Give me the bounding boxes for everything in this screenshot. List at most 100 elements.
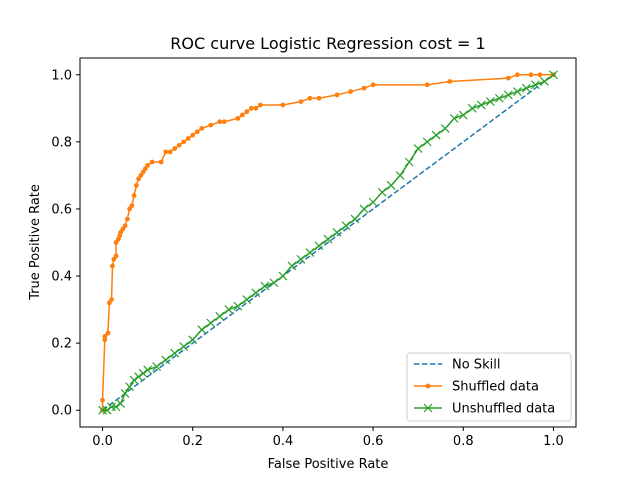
data-point [485, 97, 495, 107]
data-point [440, 124, 450, 133]
data-point [145, 162, 151, 168]
legend-marker [423, 403, 433, 413]
legend-item-shuffled-data: Shuffled data [414, 380, 539, 395]
data-point [109, 297, 114, 302]
data-point [105, 330, 111, 336]
data-point [422, 137, 432, 147]
data-point [100, 397, 105, 403]
data-point [251, 288, 261, 298]
data-point [386, 181, 396, 190]
data-point [305, 248, 315, 257]
data-point [134, 372, 144, 382]
series-line-no-skill [102, 74, 554, 411]
x-tick-label: 0.8 [453, 434, 474, 449]
x-tick-label: 1.0 [543, 434, 564, 449]
data-point [540, 77, 549, 86]
data-point [188, 335, 198, 345]
data-point [253, 105, 259, 111]
data-point [307, 95, 313, 101]
data-point [120, 389, 130, 398]
data-point [298, 99, 304, 105]
data-point [260, 281, 270, 291]
data-point [431, 130, 441, 140]
y-tick-label: 0.0 [51, 404, 72, 419]
y-tick-label: 1.0 [51, 68, 72, 83]
data-point [248, 105, 254, 111]
x-tick-label: 0.2 [182, 434, 203, 449]
data-point [257, 102, 263, 108]
series-shuffled-data [100, 72, 556, 413]
data-point [368, 197, 378, 207]
data-point [537, 72, 543, 78]
data-point [185, 136, 191, 141]
data-point [242, 295, 252, 304]
y-axis: 0.0 0.2 0.4 0.6 0.8 1.0 [51, 68, 80, 419]
data-point [476, 100, 486, 110]
x-tick-label: 0.4 [273, 434, 294, 449]
data-point [287, 261, 297, 271]
series-no-skill [102, 74, 554, 411]
x-axis: 0.0 0.2 0.4 0.6 0.8 1.0 [92, 427, 564, 449]
series-layer [98, 70, 558, 415]
y-tick-label: 0.6 [51, 202, 72, 217]
data-point [413, 144, 423, 153]
data-point [125, 382, 135, 392]
legend-item-no-skill: No Skill [414, 358, 500, 373]
data-point [296, 254, 306, 264]
data-point [323, 234, 333, 244]
data-point [116, 399, 126, 408]
data-point [217, 119, 223, 125]
data-point [549, 70, 558, 80]
data-point [176, 142, 182, 148]
data-point [424, 82, 430, 88]
data-point [404, 157, 414, 167]
data-point [521, 83, 531, 93]
legend-label: No Skill [452, 358, 500, 373]
data-point [467, 103, 477, 113]
data-point [102, 334, 108, 339]
legend-label: Unshuffled data [452, 402, 555, 417]
data-point [158, 159, 164, 165]
data-point [163, 149, 169, 155]
legend-item-unshuffled-data: Unshuffled data [414, 402, 555, 417]
data-point [152, 362, 162, 372]
legend-box [406, 352, 572, 422]
data-point [235, 115, 241, 121]
data-point [224, 305, 234, 315]
y-tick-label: 0.2 [51, 337, 72, 352]
data-point [447, 79, 453, 84]
data-point [143, 365, 153, 375]
data-point [233, 301, 243, 311]
data-point [208, 122, 214, 128]
data-point [528, 72, 534, 78]
data-point [102, 337, 108, 343]
data-point [179, 342, 189, 351]
data-point [138, 368, 148, 378]
data-point [512, 87, 522, 96]
y-tick-label: 0.8 [51, 135, 72, 150]
data-point [377, 187, 387, 197]
legend: No Skill Shuffled data Unshuffled data [406, 352, 572, 422]
data-point [129, 203, 135, 209]
data-point [269, 278, 279, 288]
x-tick-label: 0.6 [363, 434, 384, 449]
data-point [395, 170, 405, 180]
data-point [505, 75, 511, 81]
data-point [113, 253, 119, 259]
data-point [131, 193, 137, 198]
data-point [122, 223, 128, 229]
data-point [530, 80, 540, 90]
data-point [181, 139, 187, 145]
data-point [350, 214, 360, 224]
data-point [314, 241, 324, 251]
data-point [124, 216, 130, 222]
x-tick-label: 0.0 [92, 434, 113, 449]
data-point [239, 112, 245, 118]
data-point [194, 129, 200, 135]
legend-marker [425, 383, 431, 389]
data-point [111, 402, 121, 412]
data-point [129, 375, 139, 385]
legend-label: Shuffled data [452, 380, 539, 395]
data-point [341, 221, 351, 231]
